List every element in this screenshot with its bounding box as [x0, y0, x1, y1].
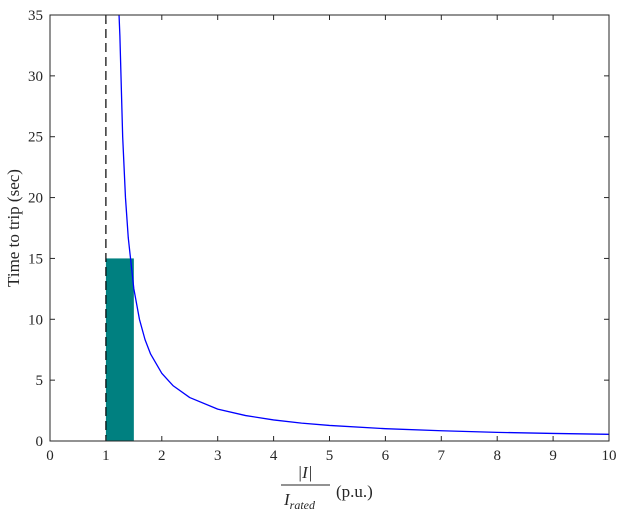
x-label-denominator-sub: rated: [290, 498, 316, 512]
x-label-unit: (p.u.): [336, 482, 373, 501]
x-tick-label: 1: [102, 448, 110, 464]
trip-region-bar: [105, 258, 134, 441]
y-tick-label: 15: [28, 251, 43, 267]
x-tick-label: 9: [549, 448, 557, 464]
x-label-numerator: |I|: [297, 463, 312, 482]
trip-time-curve: [118, 14, 610, 435]
x-tick-label: 3: [214, 448, 222, 464]
x-tick-label: 7: [438, 448, 446, 464]
x-tick-label: 2: [158, 448, 166, 464]
y-tick-label: 35: [28, 8, 43, 24]
x-tick-label: 5: [326, 448, 334, 464]
x-tick-label: 0: [46, 448, 54, 464]
x-tick-label: 10: [602, 448, 617, 464]
y-tick-label: 10: [28, 312, 43, 328]
axis-ticks: [49, 14, 610, 442]
x-label-denominator: Irated: [283, 490, 316, 512]
plot-marks: [105, 14, 610, 441]
tick-labels: 0 1 2 3 4 5 6 7 8 9 10 0 5 10 15 20 25 30 35: [28, 8, 617, 464]
x-axis-label: |I| Irated (p.u.): [281, 463, 373, 512]
y-tick-label: 25: [28, 130, 43, 146]
y-tick-label: 20: [28, 191, 43, 207]
y-tick-label: 0: [36, 434, 44, 450]
x-tick-label: 4: [270, 448, 278, 464]
y-tick-label: 30: [28, 69, 43, 85]
y-axis-label: Time to trip (sec): [4, 169, 23, 287]
x-tick-label: 6: [382, 448, 390, 464]
y-tick-label: 5: [36, 373, 44, 389]
x-tick-label: 8: [493, 448, 501, 464]
x-label-denominator-base: I: [283, 490, 291, 509]
